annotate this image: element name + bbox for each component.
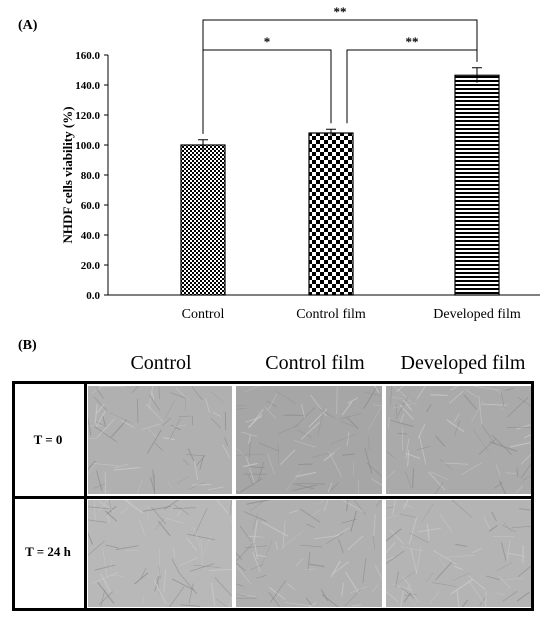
bar-developed-film [454,74,500,296]
y-tick-label: 120.0 [75,110,100,122]
micrograph-control-t0 [88,386,232,494]
significance-label: ** [334,4,347,19]
bar-chart: 0.0 20.0 40.0 60.0 80.0 100.0 120.0 140.0 160.0 N… [60,4,540,322]
micrograph-control-t24 [88,500,232,607]
bar-control [180,144,226,296]
row-divider [15,496,531,499]
column-title-developed-film: Developed film [400,352,526,374]
y-axis-label: NHDF cells viability (%) [60,106,75,243]
panel-b-label: (B) [18,338,37,353]
micrograph-control-film-t24 [236,500,382,607]
micrograph-texture [386,386,531,494]
column-title-control: Control [130,352,192,374]
significance-bracket [202,19,478,134]
micrograph-grid [12,381,534,611]
y-tick-label: 140.0 [75,80,100,92]
micrograph-texture [88,500,232,607]
y-tick-label: 100.0 [75,140,100,152]
y-tick-label: 60.0 [81,200,101,212]
y-tick-label: 160.0 [75,50,100,62]
x-tick-label: Developed film [433,307,521,322]
label-column-divider [84,384,87,608]
significance-label: * [264,34,271,49]
column-title-control-film: Control film [265,352,365,374]
micrograph-developed-film-t24 [386,500,531,607]
micrograph-texture [236,386,382,494]
x-tick-label: Control [182,307,225,322]
y-tick-label: 20.0 [81,260,101,272]
micrograph-texture [386,500,531,607]
y-tick-label: 80.0 [81,170,101,182]
y-tick-label: 40.0 [81,230,101,242]
micrograph-texture [236,500,382,607]
bar-control-film [308,132,354,296]
significance-bracket [202,49,332,134]
y-tick-label: 0.0 [86,290,100,302]
micrograph-control-film-t0 [236,386,382,494]
row-label-t24: T = 24 h [25,544,71,559]
row-label-t0: T = 0 [33,432,63,447]
micrograph-texture [88,386,232,494]
micrograph-developed-film-t0 [386,386,531,494]
significance-label: ** [406,34,419,49]
panel-a-label: (A) [18,18,38,33]
x-tick-label: Control film [296,307,366,322]
